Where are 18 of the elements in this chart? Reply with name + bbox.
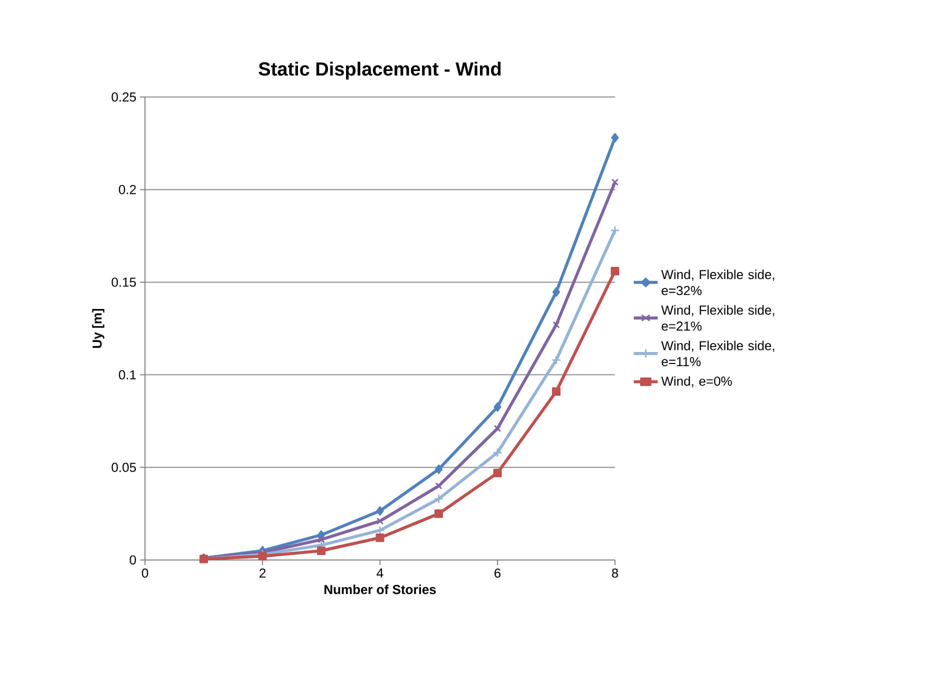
legend-label: Wind, Flexible side, e=11% bbox=[661, 340, 774, 366]
x-axis-title: Number of Stories bbox=[324, 584, 436, 594]
legend-label: Wind, e=0% bbox=[661, 376, 732, 388]
chart-title: Static Displacement - Wind bbox=[258, 62, 501, 80]
x-tick-label: 4 bbox=[376, 568, 384, 578]
x-tick-label: 8 bbox=[612, 568, 618, 578]
x-tick-label: 0 bbox=[142, 568, 148, 578]
y-tick-label: 0.2 bbox=[118, 184, 136, 194]
legend-label: Wind, Flexible side, e=32% bbox=[661, 270, 774, 296]
y-tick-label: 0 bbox=[130, 555, 136, 565]
x-tick-label: 6 bbox=[494, 568, 501, 578]
legend-label: Wind, Flexible side, e=21% bbox=[661, 305, 774, 331]
x-tick-label: 2 bbox=[260, 568, 266, 578]
y-tick-label: 0.05 bbox=[112, 462, 136, 472]
y-tick-label: 0.1 bbox=[118, 370, 136, 380]
y-axis-title: Uy [m] bbox=[92, 309, 104, 348]
y-tick-label: 0.15 bbox=[112, 278, 136, 287]
y-tick-label: 0.25 bbox=[112, 92, 136, 102]
